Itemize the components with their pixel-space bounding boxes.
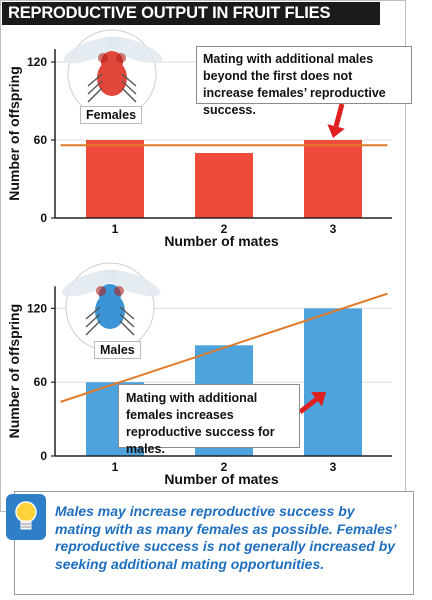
fly-leg [121, 80, 137, 95]
fly-leg [119, 313, 135, 328]
fly-leg [121, 73, 137, 87]
fly-leg [85, 313, 101, 328]
y-tick-label: 120 [27, 301, 47, 315]
y-tick-label: 0 [40, 449, 47, 463]
fly-leg [85, 320, 101, 336]
red-fruit-fly-icon [63, 29, 163, 119]
x-tick-label: 3 [330, 222, 337, 236]
x-tick-label: 2 [221, 222, 228, 236]
callout-arrow [298, 397, 319, 414]
wing-left [63, 36, 121, 64]
fly-leg [119, 306, 135, 320]
lightbulb-icon [6, 494, 46, 540]
trend-line [60, 292, 388, 403]
wing-left [61, 269, 119, 297]
bar [304, 140, 362, 218]
y-tick-label: 60 [34, 375, 48, 389]
callout-arrow-head [327, 124, 345, 138]
fly-eye-right [114, 286, 124, 296]
bar [304, 308, 362, 456]
male-panel-label: Males [94, 341, 141, 359]
female-panel-label: Females [80, 106, 143, 124]
bar [86, 140, 144, 218]
y-tick-label: 0 [40, 211, 47, 225]
x-tick-label: 3 [330, 460, 337, 474]
x-tick-label: 1 [112, 460, 119, 474]
y-tick-label: 120 [27, 55, 47, 69]
fly-leg [87, 87, 103, 103]
fly-leg [85, 306, 101, 320]
x-axis-title: Number of mates [164, 471, 279, 487]
fly-leg [87, 73, 103, 87]
takeaway-box: Males may increase reproductive success … [6, 491, 414, 595]
fly-eye-left [96, 286, 106, 296]
x-tick-label: 2 [221, 460, 228, 474]
wing-right [103, 269, 161, 297]
female-chart: 0 60 120 1 2 3 Number of mates Number of offspr… [6, 49, 392, 249]
fly-eye-left [98, 53, 108, 63]
fly-leg [121, 87, 137, 103]
bar [195, 153, 253, 218]
x-axis-title: Number of mates [164, 233, 279, 249]
y-axis-title: Number of offspring [6, 304, 22, 439]
figure-title: REPRODUCTIVE OUTPUT IN FRUIT FLIES [2, 2, 380, 25]
callout-arrow-head [311, 392, 326, 407]
y-axis-title: Number of offspring [6, 66, 22, 201]
takeaway-text: Males may increase reproductive success … [55, 503, 397, 572]
wing-right [105, 36, 163, 64]
fly-eye-right [116, 53, 126, 63]
female-callout: Mating with additional males beyond the … [196, 46, 412, 117]
y-tick-label: 60 [34, 133, 48, 147]
callout-arrow [333, 103, 345, 128]
fly-leg [119, 320, 135, 336]
male-callout: Mating with additional females increases… [118, 384, 300, 456]
x-tick-label: 1 [112, 222, 119, 236]
blue-fruit-fly-icon [61, 262, 161, 352]
fly-leg [87, 80, 103, 95]
